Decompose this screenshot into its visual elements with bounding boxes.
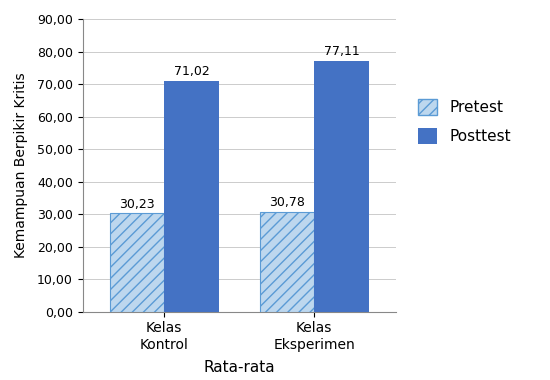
Y-axis label: Kemampuan Berpikir Kritis: Kemampuan Berpikir Kritis: [14, 73, 29, 258]
Bar: [314, 61, 368, 312]
Text: 77,11: 77,11: [323, 45, 359, 58]
Text: 30,78: 30,78: [269, 196, 305, 209]
Legend: Pretest, Posttest: Pretest, Posttest: [410, 91, 519, 152]
Text: 71,02: 71,02: [174, 65, 210, 78]
Bar: [164, 81, 219, 312]
Text: 30,23: 30,23: [119, 198, 155, 211]
X-axis label: Rata-rata: Rata-rata: [204, 360, 275, 375]
Bar: [260, 212, 314, 312]
Bar: [110, 213, 164, 312]
